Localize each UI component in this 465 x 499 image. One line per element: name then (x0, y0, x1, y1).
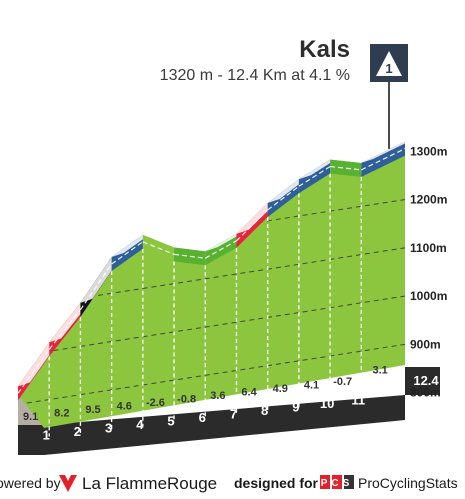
base-band (44, 395, 405, 455)
ribbon-dash (142, 241, 175, 255)
km-marker-labels: 1 2 3 4 5 6 7 8 9 10 11 12.4 (43, 373, 440, 443)
start-cap-bottom (18, 425, 44, 455)
end-band (405, 367, 440, 395)
ribbon-dash (298, 166, 331, 187)
climb-title: Kals (299, 36, 350, 63)
ribbon-dash (330, 165, 362, 171)
km-marker-label: 1 (43, 428, 50, 443)
ribbon-dash (79, 263, 113, 311)
km-marker-label: 3 (105, 421, 112, 436)
grid-line (18, 343, 405, 405)
footer: owered by La FlammeRouge designed for PC… (0, 470, 465, 498)
ribbon-highlight (361, 137, 417, 163)
segment-grade-label: 9.5 (85, 404, 100, 416)
gradient-ribbon (17, 137, 417, 401)
flamme-rouge-logo-icon (59, 475, 77, 492)
designed-for-text: designed for (234, 475, 319, 491)
km-marker-label: 10 (320, 396, 334, 411)
ribbon-highlight (142, 230, 187, 248)
ribbon-highlight (330, 155, 374, 163)
km-marker-label: 7 (230, 407, 237, 422)
segment-grade-label: 4.6 (117, 401, 132, 413)
elevation-tick-label: 1300m (410, 144, 447, 158)
elevation-tick-label: 1000m (410, 289, 447, 303)
km-marker-label: 5 (167, 414, 174, 429)
category-badge-label: 1 (385, 61, 392, 76)
segment-grade-label: 3.1 (373, 365, 388, 377)
flamme-rouge-brand[interactable]: La FlammeRouge (82, 474, 218, 493)
ribbon-dash (48, 309, 81, 350)
elevation-tick-label: 1100m (410, 241, 447, 255)
km-marker-label: 9 (292, 400, 299, 415)
ribbon-dash (204, 240, 237, 259)
elevation-tick-label: 900m (410, 337, 441, 351)
km-marker-label: 4 (136, 417, 144, 432)
segment-gradient-labels: 9.1 8.2 9.5 4.6 -2.6 -0.8 3.6 6.4 4.9 4.1 -0.7 3.1 (23, 365, 388, 424)
km-dividers (48, 159, 362, 437)
ribbon-dash (17, 349, 50, 394)
ribbon-dash (361, 148, 406, 171)
segment-grade-label: -0.8 (177, 394, 196, 406)
km-marker-label: 6 (199, 410, 206, 425)
summit-marker: 1 (370, 44, 408, 149)
segment-grade-label: -2.6 (146, 397, 165, 409)
ribbon-dash (173, 253, 206, 259)
ribbon-highlight (174, 243, 218, 252)
km-marker-label: 8 (261, 403, 268, 418)
segment-grade-label: 3.6 (210, 390, 225, 402)
elevation-tick-label: 1200m (410, 193, 447, 207)
segment-grade-label: 4.1 (304, 380, 319, 392)
gradient-segment (174, 247, 206, 266)
km-marker-label: 11 (351, 393, 365, 408)
pcs-brand[interactable]: ProCyclingStats (358, 475, 458, 491)
ribbon-dash (267, 185, 300, 211)
elevation-tick-label: 800m (410, 386, 441, 400)
segment-grade-label: 9.1 (23, 411, 38, 423)
svg-text:PCS: PCS (321, 478, 354, 489)
segment-grade-label: 8.2 (54, 408, 69, 420)
gradient-segment (330, 159, 362, 177)
ribbon-dash (236, 209, 269, 242)
end-distance-label: 12.4 (413, 373, 439, 388)
ribbon-dash (111, 241, 144, 265)
category-triangle-icon (376, 51, 402, 76)
grid-line (18, 295, 405, 357)
segment-grade-label: 4.9 (273, 383, 288, 395)
climb-summary: 1320 m - 12.4 Km at 4.1 % (159, 67, 350, 84)
elevation-profile-chart: 9.1 8.2 9.5 4.6 -2.6 -0.8 3.6 6.4 4.9 4.1 -0.73.1 … (17, 44, 447, 455)
pcs-logo-icon: PCS (320, 475, 354, 489)
climb-body (18, 141, 405, 428)
segment-grade-label: -0.7 (333, 376, 352, 388)
powered-by-text: owered by (0, 475, 61, 491)
elevation-tick-labels: 800m 900m 1000m 1100m 1200m 1300m (410, 144, 447, 399)
climb-area (18, 141, 405, 428)
km-marker-label: 2 (74, 424, 81, 439)
segment-grade-label: 6.4 (241, 387, 257, 399)
